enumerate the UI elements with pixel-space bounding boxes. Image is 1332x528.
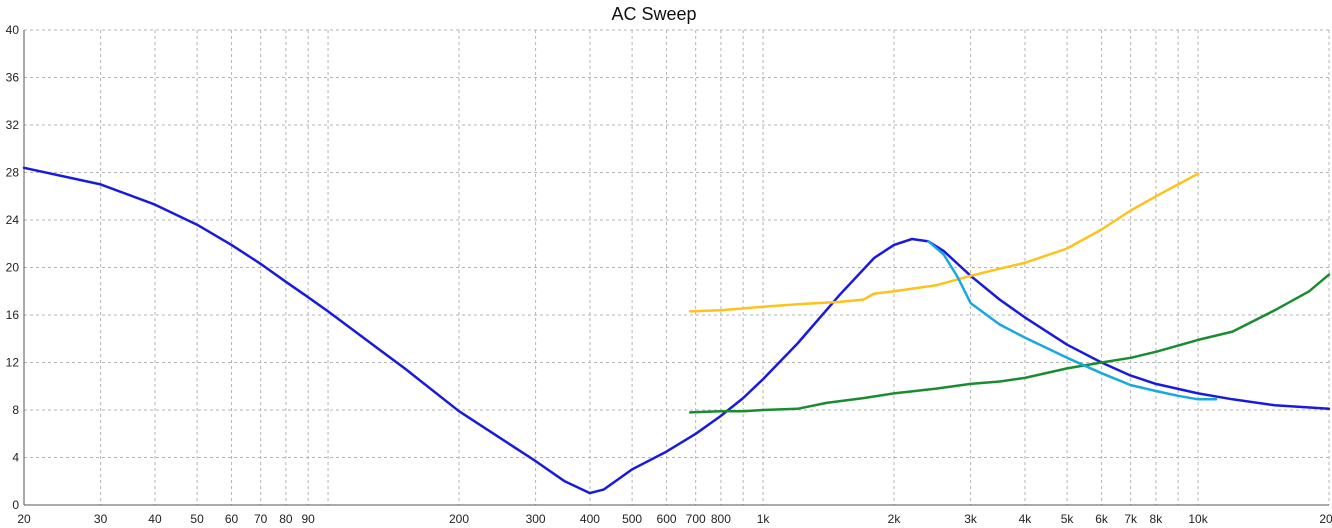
chart-title: AC Sweep xyxy=(611,4,696,24)
x-tick-label: 20k xyxy=(1319,512,1332,526)
x-tick-label: 60 xyxy=(225,512,239,526)
x-tick-label: 400 xyxy=(580,512,600,526)
y-tick-label: 40 xyxy=(6,23,20,37)
x-tick-labels: 20 30 40 50 60 70 80 90 200 300 400 500 600 700 800 1k 2… xyxy=(17,512,1332,526)
x-tick-label: 30 xyxy=(94,512,108,526)
y-tick-label: 24 xyxy=(6,213,20,227)
y-tick-label: 16 xyxy=(6,308,20,322)
y-tick-label: 0 xyxy=(12,498,19,512)
x-tick-label: 200 xyxy=(449,512,469,526)
y-tick-label: 4 xyxy=(12,451,19,465)
y-tick-label: 28 xyxy=(6,166,20,180)
x-tick-label: 1k xyxy=(757,512,771,526)
x-tick-label: 40 xyxy=(148,512,162,526)
grid xyxy=(23,29,1330,506)
axes xyxy=(23,30,1329,506)
x-tick-label: 2k xyxy=(888,512,902,526)
x-tick-label: 300 xyxy=(526,512,546,526)
x-tick-label: 10k xyxy=(1188,512,1208,526)
y-tick-labels: 0 4 8 12 16 20 24 28 32 36 40 xyxy=(6,23,20,512)
x-tick-label: 500 xyxy=(622,512,642,526)
x-tick-label: 80 xyxy=(279,512,293,526)
x-tick-label: 7k xyxy=(1124,512,1138,526)
y-tick-label: 12 xyxy=(6,356,20,370)
x-tick-label: 50 xyxy=(190,512,204,526)
y-tick-label: 20 xyxy=(6,261,20,275)
y-tick-label: 8 xyxy=(12,403,19,417)
x-tick-label: 70 xyxy=(254,512,268,526)
x-tick-label: 4k xyxy=(1019,512,1033,526)
series-lines xyxy=(22,166,1331,495)
x-tick-label: 5k xyxy=(1061,512,1075,526)
series-line-0 xyxy=(22,166,1331,495)
series-line-3 xyxy=(927,240,1218,401)
y-tick-label: 32 xyxy=(6,118,20,132)
x-tick-label: 800 xyxy=(711,512,731,526)
series-line-1 xyxy=(688,172,1200,313)
x-tick-label: 8k xyxy=(1150,512,1164,526)
y-tick-label: 36 xyxy=(6,71,20,85)
x-tick-label: 6k xyxy=(1095,512,1109,526)
x-tick-label: 90 xyxy=(301,512,315,526)
x-tick-label: 20 xyxy=(17,512,31,526)
series-line-2 xyxy=(688,273,1331,414)
x-tick-label: 600 xyxy=(657,512,677,526)
x-tick-label: 3k xyxy=(964,512,978,526)
x-tick-label: 700 xyxy=(686,512,706,526)
